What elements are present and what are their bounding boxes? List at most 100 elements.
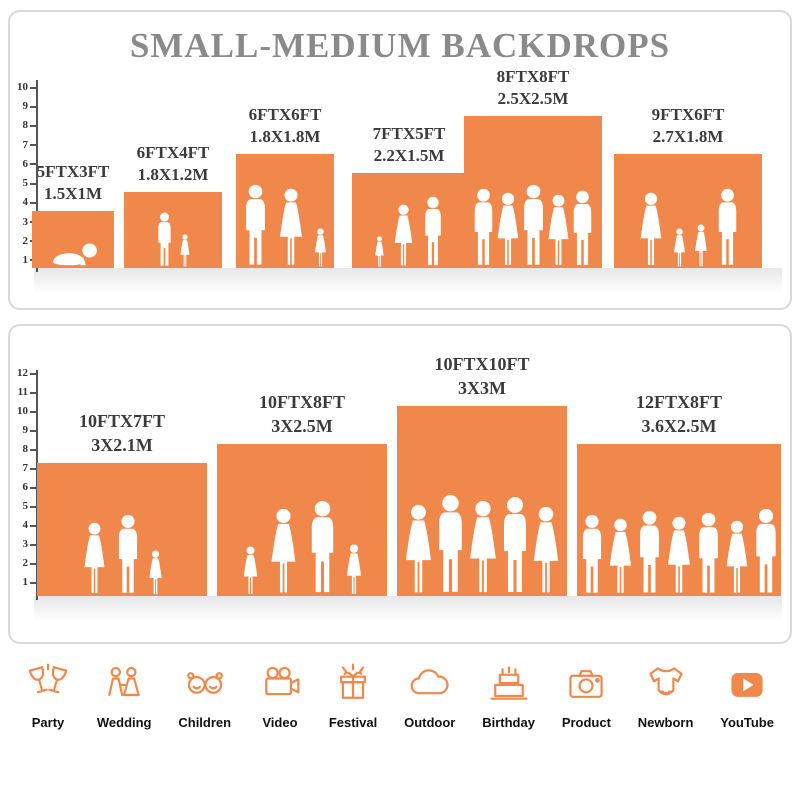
ruler-number: 2 [22, 557, 29, 569]
ruler-tick [30, 105, 36, 108]
backdrop-size-label: 7FTX5FT 2.2X1.5M [372, 123, 446, 165]
category-birthday: Birthday [482, 662, 535, 730]
backdrop-box-6x4ft [124, 192, 222, 268]
baseline-shade [34, 596, 782, 622]
category-label: Birthday [482, 715, 535, 730]
category-youtube: YouTube [720, 662, 774, 730]
category-label: Product [561, 715, 611, 730]
ruler-number: 1 [22, 253, 29, 266]
backdrop-size-label: 6FTX6FT 1.8X1.8M [248, 104, 322, 146]
category-festival: Festival [329, 662, 377, 730]
ruler-number: 4 [22, 519, 29, 531]
man-silhouette [155, 212, 174, 268]
category-label: Newborn [637, 715, 694, 730]
ruler-number: 8 [22, 119, 29, 132]
ruler-number: 8 [22, 443, 29, 455]
backdrop-size-label: 12FTX8FT 3.6X2.5M [635, 392, 723, 436]
backdrop-size-label: 10FTX10FT 3X3M [434, 354, 530, 398]
festival-icon [339, 663, 367, 699]
panel-small-backdrops: SMALL-MEDIUM BACKDROPS 10 9 8 7 6 5 4 3 … [8, 10, 792, 310]
category-row: Party Wedding Children Video [10, 662, 790, 730]
backdrop-size-label: 10FTX7FT 3X2.1M [78, 411, 166, 455]
man-silhouette [714, 188, 741, 268]
youtube-icon [731, 673, 763, 697]
ruler-tick [30, 467, 36, 470]
backdrop-box-8x8ft [464, 116, 602, 268]
backdrop-size-label: 9FTX6FT 2.7X1.8M [651, 104, 725, 146]
wedding-icon [108, 666, 140, 697]
ruler-number: 7 [22, 462, 29, 474]
ruler-number: 9 [22, 424, 29, 436]
category-label: Children [178, 715, 232, 730]
backdrop-size-label: 10FTX8FT 3X2.5M [258, 392, 346, 436]
girl-silhouette [343, 544, 365, 596]
ruler-number: 1 [22, 576, 29, 588]
category-children: Children [178, 662, 231, 730]
category-label: Party [31, 715, 65, 730]
girl-silhouette [312, 228, 329, 268]
ruler-tick [30, 448, 36, 451]
ruler-tick [30, 562, 36, 565]
baseline-shade [34, 268, 782, 294]
ruler-tick [30, 505, 36, 508]
man-silhouette [694, 512, 723, 596]
girl-silhouette [373, 236, 386, 268]
woman-silhouette [662, 516, 696, 596]
girl-silhouette [178, 234, 192, 268]
ruler-number: 4 [22, 196, 29, 209]
woman-silhouette [527, 506, 565, 596]
ruler-tick [30, 524, 36, 527]
category-outdoor: Outdoor [404, 662, 455, 730]
ruler-tick [30, 163, 36, 166]
ruler-number: 10 [17, 81, 28, 93]
ruler-number: 6 [22, 481, 29, 493]
man-silhouette [114, 514, 142, 596]
category-video: Video [258, 662, 302, 730]
category-party: Party [26, 662, 70, 730]
ruler-number: 3 [22, 538, 29, 550]
outdoor-icon [410, 669, 449, 695]
category-product: Product [562, 662, 611, 730]
ruler-tick [30, 182, 36, 185]
ruler-number: 12 [17, 367, 28, 379]
product-icon [569, 670, 604, 698]
man-silhouette [241, 184, 270, 268]
ruler-number: 5 [22, 500, 29, 512]
category-label: Wedding [96, 715, 152, 730]
backdrop-box-10x10ft [397, 406, 567, 596]
panel-large-backdrops: 12 11 10 9 8 7 6 5 4 3 2 1 10FTX7FT 3X2.1… [8, 324, 792, 644]
woman-silhouette [274, 188, 308, 268]
woman-silhouette [79, 522, 110, 596]
ruler-tick [30, 86, 36, 89]
ruler-tick [30, 372, 36, 375]
ruler-tick [30, 486, 36, 489]
ruler-number: 5 [22, 177, 29, 190]
woman-silhouette [463, 500, 503, 596]
category-wedding: Wedding [97, 662, 152, 730]
ruler-number: 6 [22, 157, 29, 170]
category-label: Video [262, 715, 298, 730]
man-silhouette [635, 510, 664, 596]
ruler-tick [30, 429, 36, 432]
girl-silhouette [240, 546, 261, 596]
page-title: SMALL-MEDIUM BACKDROPS [129, 26, 671, 65]
woman-silhouette [635, 192, 667, 268]
man-silhouette [578, 514, 606, 596]
ruler-number: 11 [17, 386, 28, 398]
ruler-number: 2 [22, 234, 29, 247]
ruler-large: 12 11 10 9 8 7 6 5 4 3 2 1 [14, 368, 36, 588]
woman-silhouette [390, 204, 417, 268]
category-label: Festival [328, 715, 378, 730]
man-silhouette [569, 190, 596, 268]
backdrop-box-10x7ft [37, 463, 207, 596]
man-silhouette [751, 508, 781, 596]
man-silhouette [421, 196, 445, 268]
backdrop-box-9x6ft [614, 154, 762, 268]
ruler-number: 7 [22, 138, 29, 151]
woman-silhouette [721, 520, 753, 596]
backdrop-box-6x6ft [236, 154, 334, 268]
video-icon [265, 666, 300, 696]
category-newborn: Newborn [637, 662, 694, 730]
category-label: Outdoor [404, 715, 456, 730]
backdrop-box-10x8ft [217, 444, 387, 596]
